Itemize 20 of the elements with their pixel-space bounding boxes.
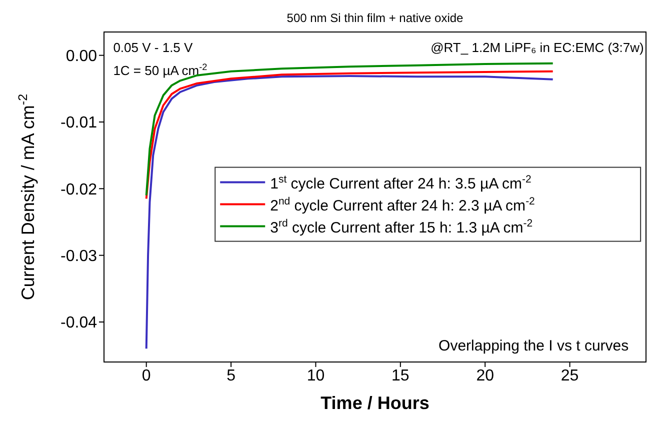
y-tick-label: -0.01 [60,114,98,132]
y-tick-label: 0.00 [66,48,98,66]
chart-title: 500 nm Si thin film + native oxide [286,11,464,25]
y-tick-label: -0.04 [60,314,98,332]
x-tick-label: 0 [142,367,151,384]
legend-label: 2$^{nd}$ cycle Current after 24 h: 2.3 µA cm$^{-2}$ [270,195,536,214]
x-tick-label: 10 [306,367,325,384]
legend-label: 1$^{st}$ cycle Current after 24 h: 3.5 µA cm$^{-2}$ [270,173,532,192]
x-tick-label: 5 [226,367,236,384]
annotation: Overlapping the I vs t curves [438,337,629,354]
annotation: 1C = 50 µA cm$^{-2}$ [113,62,208,78]
legend-label: 3$^{rd}$ cycle Current after 15 h: 1.3 µA cm$^{-2}$ [270,217,533,236]
y-tick-label: -0.02 [60,181,98,198]
x-tick-label: 20 [476,367,494,384]
x-tick-label: 25 [560,367,579,384]
x-tick-label: 15 [392,367,410,384]
annotation: @RT_ 1.2M LiPF₆ in EC:EMC (3:7w) [430,40,644,55]
y-tick-label: -0.03 [60,248,98,266]
annotation: 0.05 V - 1.5 V [113,40,194,55]
x-axis-title: Time / Hours [320,393,430,413]
